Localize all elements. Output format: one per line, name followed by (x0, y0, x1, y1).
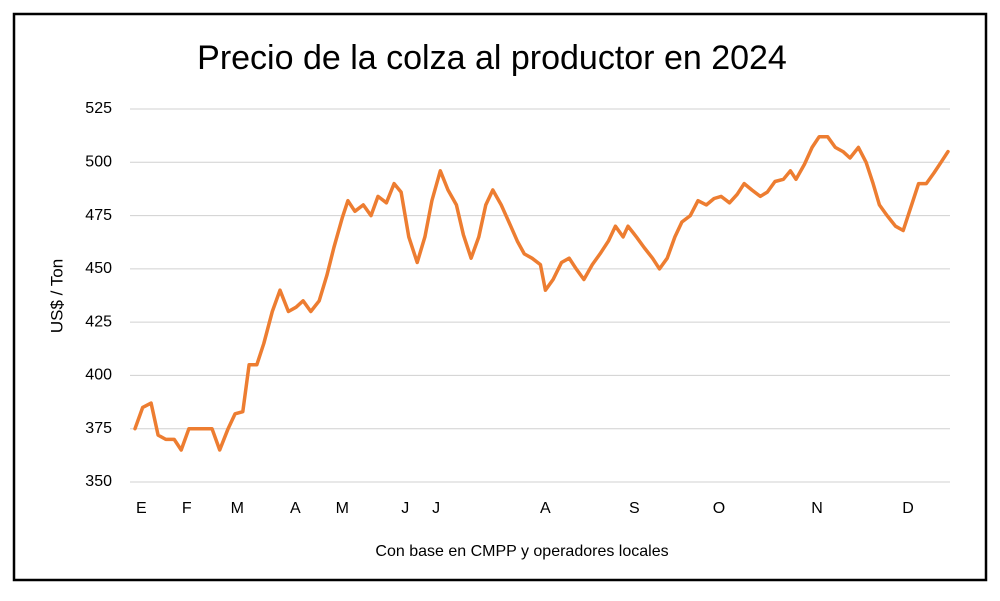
x-tick-label: J (432, 500, 440, 517)
chart-border (12, 12, 988, 582)
y-tick-label: 525 (85, 100, 112, 117)
y-tick-label: 425 (85, 313, 112, 330)
x-tick-label: M (231, 500, 244, 517)
caption: Con base en CMPP y operadores locales (375, 543, 668, 560)
price-line (133, 134, 950, 452)
x-tick-label: J (401, 500, 409, 517)
y-tick-label: 400 (85, 367, 112, 384)
y-tick-label: 450 (85, 260, 112, 277)
y-tick-label: 500 (85, 154, 112, 171)
x-tick-label: A (290, 500, 301, 517)
x-tick-label: S (629, 500, 640, 517)
y-tick-label: 375 (85, 420, 112, 437)
x-tick-label: M (336, 500, 349, 517)
x-tick-label: F (182, 500, 192, 517)
x-tick-label: N (811, 500, 823, 517)
x-tick-label: A (540, 500, 551, 517)
x-tick-label: E (136, 500, 147, 517)
chart-title: Precio de la colza al productor en 2024 (197, 39, 787, 77)
y-tick-label: 350 (85, 473, 112, 490)
y-axis-label: US$ / Ton (47, 259, 66, 333)
x-tick-label: D (902, 500, 914, 517)
y-tick-label: 475 (85, 207, 112, 224)
x-tick-label: O (713, 500, 725, 517)
